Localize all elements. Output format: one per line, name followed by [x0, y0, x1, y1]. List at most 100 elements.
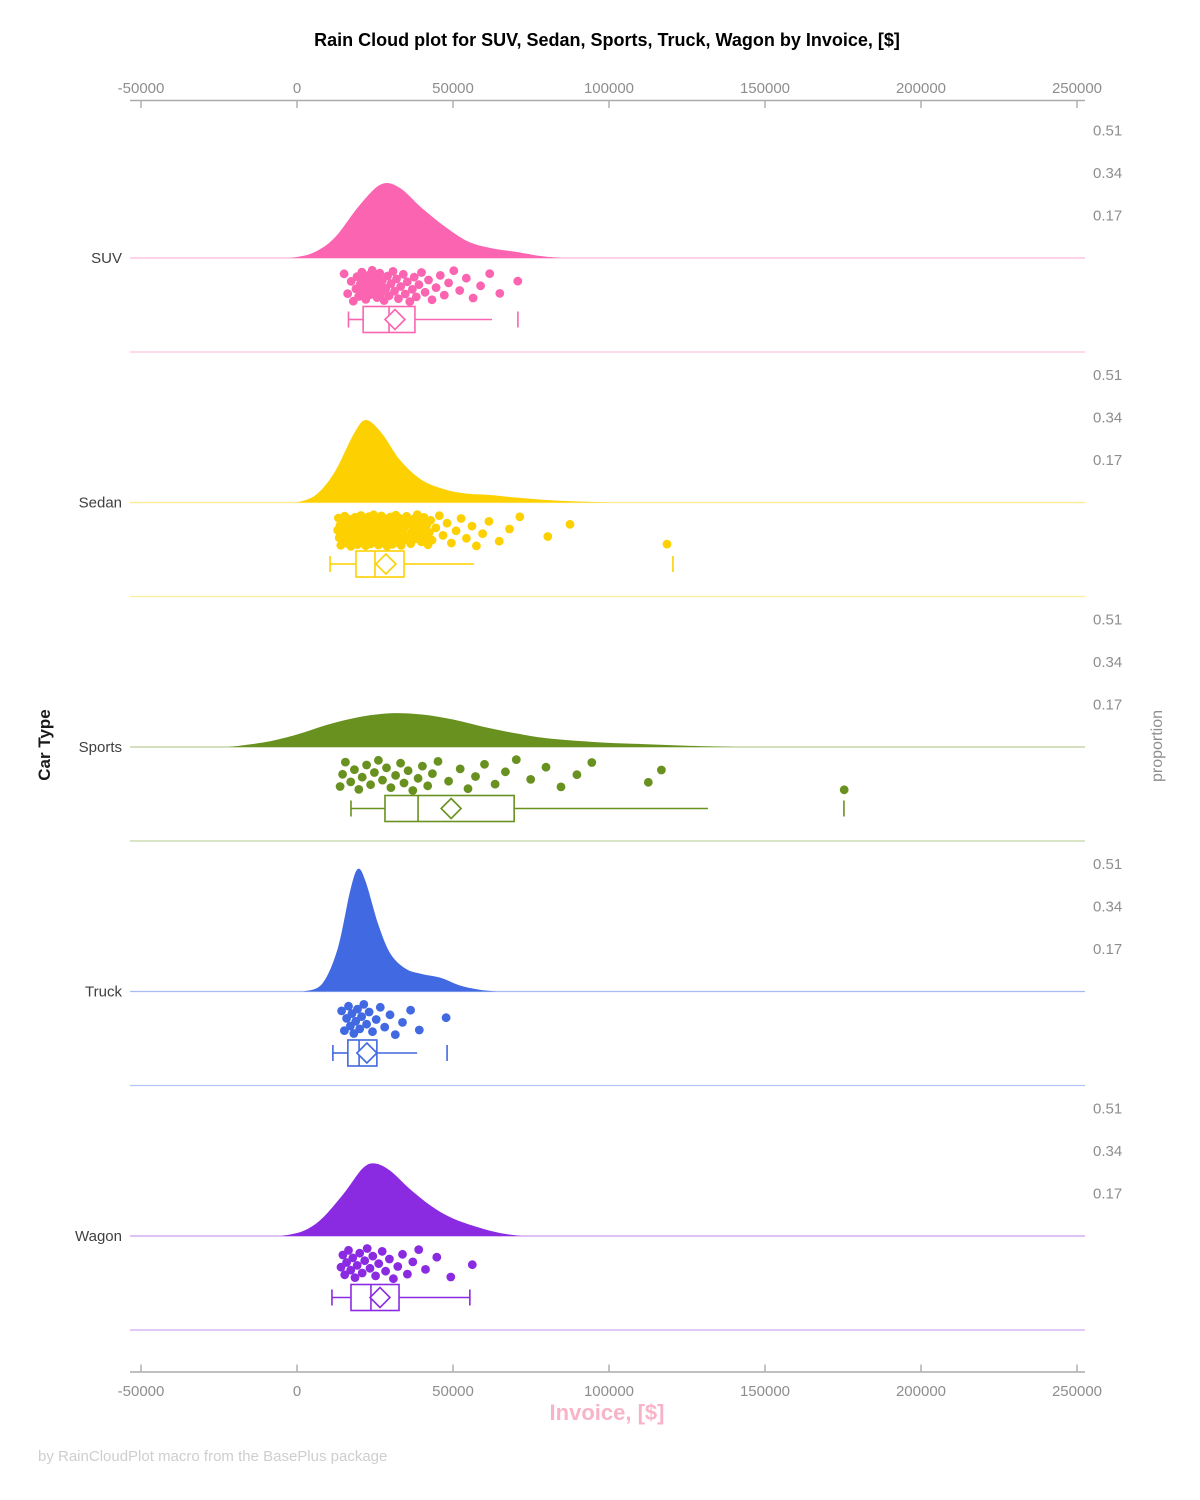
data-point [357, 1268, 367, 1278]
data-point [346, 1265, 356, 1275]
data-point [355, 1024, 365, 1034]
data-point [403, 766, 413, 776]
data-point [385, 1254, 394, 1264]
x-tick-label: -50000 [118, 1383, 165, 1400]
credit-note: by RainCloudPlot macro from the BasePlus… [38, 1448, 388, 1465]
proportion-tick-label: 0.51 [1093, 367, 1122, 384]
data-point [462, 533, 471, 543]
x-tick-label: 200000 [896, 80, 946, 97]
box-plot-sports [350, 794, 845, 823]
data-point [362, 760, 371, 770]
data-point [435, 271, 445, 280]
data-point [447, 538, 456, 548]
data-point [427, 295, 437, 305]
chart-title: Rain Cloud plot for SUV, Sedan, Sports, … [314, 30, 900, 50]
data-point [390, 286, 399, 296]
x-tick-label: 150000 [740, 80, 790, 97]
panel-sedan: Sedan 0.17 0.34 0.51 [79, 367, 1122, 598]
data-point [408, 786, 418, 795]
data-point [362, 1244, 372, 1253]
data-point [339, 269, 349, 279]
data-point [515, 512, 525, 522]
data-point [377, 1247, 387, 1256]
x-tick-label: 100000 [584, 1383, 634, 1400]
mean-diamond [355, 1041, 379, 1065]
proportion-tick-label: 0.51 [1093, 856, 1122, 873]
proportion-tick-label: 0.34 [1093, 165, 1122, 182]
data-point [398, 1249, 407, 1259]
data-point [839, 785, 849, 795]
data-point [468, 293, 478, 303]
proportion-tick-label: 0.34 [1093, 899, 1122, 916]
data-point [408, 1257, 418, 1267]
rain-points-wagon [336, 1244, 477, 1284]
data-point [335, 782, 345, 791]
data-point [392, 274, 401, 284]
proportion-tick-label: 0.34 [1093, 410, 1122, 427]
data-point [414, 1025, 424, 1035]
proportion-tick-label: 0.17 [1093, 941, 1122, 958]
mean-diamond [439, 797, 463, 820]
category-label: SUV [91, 250, 122, 267]
data-point [406, 1005, 415, 1015]
x-tick-label: 200000 [896, 1383, 946, 1400]
data-point [463, 784, 473, 794]
rain-points-sedan [333, 510, 672, 551]
data-point [511, 755, 521, 764]
density-cloud-sports [228, 713, 734, 747]
data-point [351, 1016, 361, 1026]
box-plot-sedan [329, 550, 674, 578]
data-point [432, 1252, 442, 1262]
rain-points-sports [335, 755, 849, 795]
data-point [405, 297, 415, 306]
data-point [355, 1248, 365, 1258]
panel-wagon: Wagon 0.17 0.34 0.51 [75, 1101, 1122, 1331]
data-point [342, 1258, 351, 1267]
density-cloud-sedan [297, 419, 609, 503]
data-point [393, 1262, 403, 1271]
data-point [446, 1272, 456, 1282]
data-point [349, 1029, 359, 1038]
x-tick-label: 150000 [740, 1383, 790, 1400]
data-point [420, 287, 430, 297]
density-cloud-suv [290, 183, 563, 258]
top-x-axis: -50000 0 50000 100000 150000 200000 250000 [118, 80, 1102, 108]
data-point [413, 773, 423, 783]
rain-points-suv [339, 265, 523, 306]
data-point [414, 1245, 424, 1254]
data-point [417, 268, 426, 277]
data-point [414, 280, 424, 290]
data-point [461, 273, 471, 283]
rain-points-truck [337, 1000, 451, 1039]
data-point [418, 761, 427, 771]
data-point [505, 524, 514, 534]
density-cloud-wagon [281, 1163, 522, 1236]
data-point [643, 777, 653, 787]
data-point [451, 526, 461, 536]
data-point [572, 770, 582, 780]
x-tick-label: 50000 [432, 1383, 474, 1400]
data-point [353, 1004, 362, 1014]
data-point [367, 265, 377, 275]
panel-suv: SUV 0.17 0.34 0.51 [91, 123, 1122, 353]
data-point [357, 267, 367, 277]
data-point [565, 519, 575, 529]
data-point [346, 777, 356, 787]
data-point [374, 755, 383, 765]
data-point [338, 769, 347, 779]
proportion-tick-label: 0.51 [1093, 123, 1122, 140]
x-tick-label: 50000 [432, 80, 474, 97]
data-point [360, 1256, 370, 1266]
data-point [364, 1007, 374, 1017]
data-point [442, 518, 452, 528]
data-point [424, 275, 433, 285]
bottom-x-axis: -50000 0 50000 100000 150000 200000 250000 [118, 1364, 1102, 1400]
x-axis-title: Invoice, [$] [549, 1400, 665, 1425]
data-point [348, 1253, 358, 1263]
data-point [662, 539, 672, 549]
data-point [357, 772, 367, 782]
category-label: Sports [79, 739, 122, 756]
data-point [389, 1274, 398, 1284]
data-point [494, 536, 504, 546]
